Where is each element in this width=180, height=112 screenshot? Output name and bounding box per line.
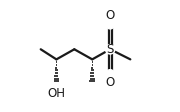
Text: O: O [105, 9, 115, 22]
Text: O: O [105, 76, 115, 89]
Text: S: S [107, 43, 114, 56]
Text: OH: OH [47, 87, 65, 100]
Circle shape [105, 45, 115, 54]
Circle shape [106, 20, 114, 29]
Circle shape [106, 70, 114, 78]
